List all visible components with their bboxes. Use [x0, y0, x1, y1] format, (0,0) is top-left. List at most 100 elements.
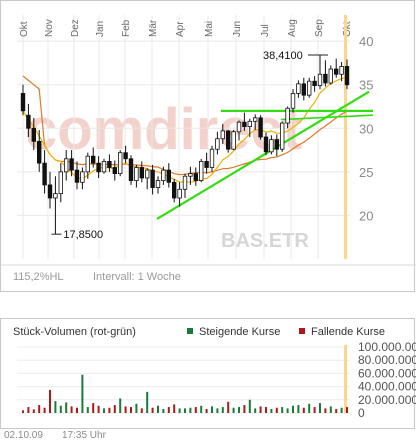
legend-label: Fallende Kurse — [311, 326, 385, 338]
volume-chart: Stück-Volumen (rot-grün) Steigende Kurse F… — [13, 326, 417, 420]
candle-body — [80, 171, 85, 183]
volume-bar — [189, 407, 192, 413]
low-annotation: 17,8500 — [63, 229, 103, 241]
candle-body — [139, 167, 144, 179]
legend-swatch — [299, 328, 305, 334]
candle-body — [220, 130, 225, 140]
candle-body — [236, 121, 242, 133]
volume-bar — [27, 407, 30, 413]
volume-tick-label: 80.000.000 — [358, 353, 416, 367]
candle-body — [296, 83, 301, 94]
candle-body — [177, 188, 182, 199]
month-label: Okt — [19, 21, 30, 37]
volume-bar — [167, 407, 170, 413]
volume-bar — [221, 407, 224, 413]
candle-body — [269, 139, 274, 153]
footer-date: 02.10.09 — [4, 430, 43, 441]
candle-body — [74, 169, 80, 183]
candle-body — [101, 160, 107, 173]
volume-title: Stück-Volumen (rot-grün) — [13, 326, 136, 338]
high-annotation: 38,4100 — [263, 50, 303, 62]
volume-bar — [286, 408, 289, 413]
month-label: Nov — [44, 19, 55, 37]
candle-body — [274, 139, 279, 150]
candle-body — [290, 93, 296, 109]
candle-body — [144, 169, 150, 179]
volume-bar — [76, 407, 78, 413]
volume-bar — [329, 406, 332, 413]
month-label: Dez — [70, 19, 81, 37]
volume-bar — [22, 410, 24, 413]
candle-body — [231, 131, 236, 150]
interval-label: Intervall: 1 Woche — [93, 271, 181, 283]
candle-body — [58, 171, 63, 195]
volume-bar — [243, 405, 246, 413]
volume-bar — [162, 409, 165, 413]
candle-body — [279, 122, 285, 150]
volume-bar — [248, 399, 251, 413]
volume-bar — [65, 402, 68, 413]
current-week-highlight — [344, 15, 347, 259]
candle-body — [258, 117, 263, 138]
volume-bar — [292, 405, 294, 413]
volume-bar — [200, 405, 203, 413]
candle-body — [182, 175, 188, 190]
candle-body — [306, 80, 312, 96]
candle-body — [317, 73, 323, 86]
volume-bar — [275, 407, 278, 413]
y-tick-label: 30 — [359, 121, 373, 136]
candle-body — [53, 193, 58, 199]
price-chart-panel: comdirect BAS.ETR Okt Nov Dez Jan Feb Mär Apr Mai… — [0, 0, 416, 292]
volume-bar — [119, 398, 122, 413]
volume-bar — [232, 407, 235, 413]
month-label: Jan — [95, 21, 106, 37]
volume-bar — [103, 408, 105, 413]
candle-body — [85, 155, 90, 173]
volume-bar — [135, 403, 138, 413]
y-tick-label: 20 — [359, 208, 373, 223]
candle-body — [209, 148, 215, 168]
candle-body — [47, 184, 53, 199]
volume-bar — [49, 389, 51, 413]
volume-bar — [227, 401, 230, 413]
support-trendline — [156, 90, 370, 220]
volume-bar — [157, 405, 159, 413]
candle-body — [96, 162, 101, 173]
candle-body — [247, 120, 252, 127]
candle-body — [242, 121, 247, 127]
candle-body — [188, 173, 193, 177]
volume-bar — [140, 408, 143, 413]
volume-bar — [211, 406, 213, 413]
month-label: Jun — [232, 21, 243, 37]
volume-bar — [108, 407, 111, 413]
candle-body — [323, 73, 328, 84]
volume-bar — [130, 407, 132, 413]
volume-bar — [38, 405, 41, 413]
candle-body — [150, 169, 155, 188]
candle-body — [155, 180, 161, 188]
volume-bar — [32, 409, 35, 413]
volume-bar — [178, 408, 181, 413]
y-tick-label: 35 — [359, 78, 373, 93]
volume-bar — [151, 407, 154, 413]
volume-bar — [346, 407, 348, 413]
candle-body — [91, 155, 96, 164]
y-tick-label: 40 — [359, 34, 373, 49]
volume-bar — [340, 407, 343, 413]
volume-bar — [335, 409, 338, 413]
performance-label: 115,2%HL — [13, 271, 64, 283]
month-label: Okt — [342, 21, 353, 37]
candle-body — [333, 68, 339, 75]
candle-body — [26, 114, 31, 129]
volume-bar — [184, 408, 186, 413]
volume-bar — [281, 407, 284, 413]
candle-body — [37, 140, 42, 164]
volume-bar — [254, 408, 257, 413]
footer-time: 17:35 Uhr — [62, 430, 106, 441]
candle-body — [128, 158, 134, 181]
candle-body — [312, 80, 317, 86]
volume-bar — [238, 407, 240, 413]
candle-body — [118, 152, 123, 175]
month-label: Mär — [148, 19, 159, 37]
legend-label: Steigende Kurse — [199, 326, 280, 338]
